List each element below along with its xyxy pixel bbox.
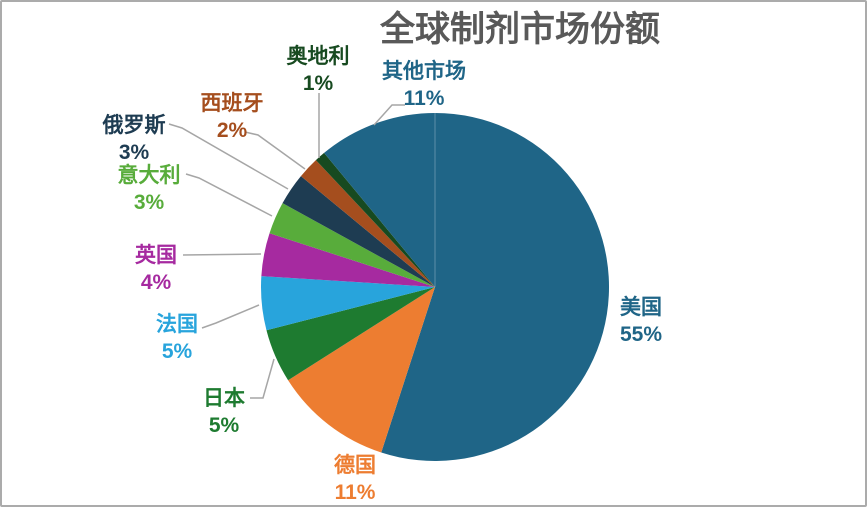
pie-slice-俄罗斯 <box>282 176 435 287</box>
leader-line-日本 <box>250 358 275 399</box>
pie-slice-德国 <box>288 287 435 453</box>
leader-line-西班牙 <box>244 131 306 170</box>
pie-label-value: 5% <box>208 414 240 437</box>
pie-slice-西班牙 <box>300 160 435 287</box>
pie-label-name: 意大利 <box>117 164 181 187</box>
pie-label-奥地利: 奥地利 1% <box>287 43 350 97</box>
pie-label-value: 5% <box>161 340 193 363</box>
chart-title: 全球制剂市场份额 <box>379 10 661 49</box>
pie-label-西班牙: 西班牙 2% <box>201 90 264 144</box>
leader-line-法国 <box>201 304 260 329</box>
pie-label-俄罗斯: 俄罗斯 3% <box>103 112 166 166</box>
leader-line-俄罗斯 <box>168 123 289 190</box>
pie-label-name: 俄罗斯 <box>102 114 166 137</box>
pie-label-value: 1% <box>302 72 334 95</box>
pie-label-name: 德国 <box>334 454 376 477</box>
pie-label-name: 西班牙 <box>200 92 264 115</box>
pie-label-英国: 英国 4% <box>135 242 177 296</box>
pie-label-德国: 德国 11% <box>334 452 376 505</box>
pie-slice-法国 <box>260 276 435 331</box>
pie-label-日本: 日本 5% <box>203 385 245 439</box>
pie-label-法国: 法国 5% <box>156 311 198 365</box>
pie-label-value: 2% <box>216 119 248 142</box>
pie-label-value: 55% <box>619 323 663 346</box>
pie-label-name: 其他市场 <box>382 60 466 83</box>
pie-slice-日本 <box>266 287 435 381</box>
pie-label-name: 奥地利 <box>286 45 350 68</box>
pie-label-value: 11% <box>403 87 445 110</box>
pie-label-name: 日本 <box>203 387 245 410</box>
pie-slice-英国 <box>261 233 435 287</box>
pie-label-value: 3% <box>118 141 150 164</box>
pie-label-value: 11% <box>334 481 376 504</box>
pie-label-value: 4% <box>140 271 172 294</box>
pie-label-美国: 美国 55% <box>620 294 662 348</box>
pie-slice-意大利 <box>269 203 435 287</box>
leader-line-英国 <box>182 253 262 256</box>
pie-label-name: 法国 <box>156 313 198 336</box>
pie-label-value: 3% <box>133 191 165 214</box>
pie-slice-美国 <box>381 113 610 461</box>
pie-label-name: 英国 <box>135 244 177 267</box>
pie-label-name: 美国 <box>620 296 662 319</box>
pie-slice-其他市场 <box>324 113 435 287</box>
pie-slice-奥地利 <box>315 152 435 287</box>
leader-line-其他市场 <box>373 104 405 126</box>
pie-label-意大利: 意大利 3% <box>118 162 181 216</box>
leader-line-意大利 <box>185 173 273 217</box>
pie-label-其他市场: 其他市场 11% <box>382 58 466 112</box>
